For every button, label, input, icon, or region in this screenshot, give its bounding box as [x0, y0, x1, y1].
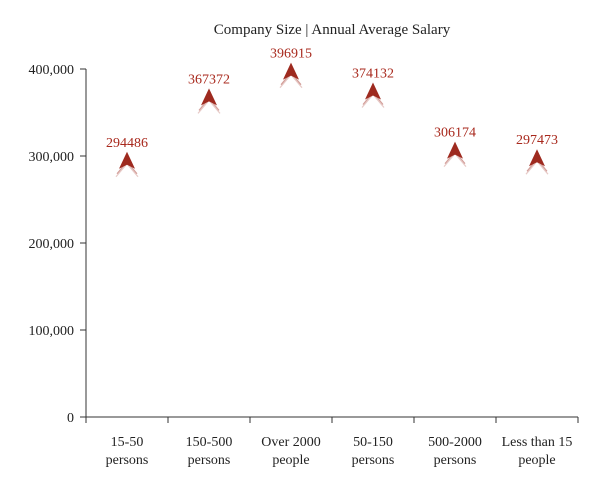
- x-tick-label: 150-500 persons: [186, 435, 233, 468]
- x-tick-label: Less than 15 people: [502, 435, 573, 468]
- y-tick-label: 300,000: [29, 150, 75, 165]
- data-point-marker: [197, 88, 221, 114]
- x-tick-label: 15-50 persons: [106, 435, 149, 468]
- x-tick-label-line: persons: [434, 453, 477, 468]
- x-tick-label: 500-2000 persons: [428, 435, 482, 468]
- x-tick-label-line: 50-150: [353, 435, 393, 450]
- marker-triangle: [283, 62, 299, 80]
- y-tick-label: 0: [67, 411, 74, 426]
- data-label: 374132: [352, 67, 394, 82]
- y-axis-ticks: 0 100,000 200,000 300,000 400,000: [29, 63, 86, 426]
- x-tick-label-line: people: [272, 453, 309, 468]
- marker-triangle: [201, 88, 217, 106]
- data-labels: 294486 367372 396915 374132 306174 297473: [106, 47, 558, 151]
- data-point-marker: [361, 82, 385, 108]
- marker-triangle: [119, 151, 135, 169]
- x-tick-label: 50-150 persons: [352, 435, 395, 468]
- x-tick-label: Over 2000 people: [261, 435, 321, 468]
- marker-triangle: [447, 141, 463, 159]
- data-label: 367372: [188, 72, 230, 87]
- data-markers: [115, 62, 549, 178]
- x-tick-label-line: persons: [106, 453, 149, 468]
- x-tick-label-line: 15-50: [111, 435, 144, 450]
- x-tick-label-line: Over 2000: [261, 435, 321, 450]
- marker-triangle: [365, 82, 381, 100]
- data-point-marker: [525, 149, 549, 175]
- data-label: 297473: [516, 133, 558, 148]
- chart-title: Company Size | Annual Average Salary: [214, 22, 451, 38]
- x-axis-ticks: 15-50 persons 150-500 persons Over 2000 peopl…: [85, 417, 579, 468]
- data-point-marker: [115, 151, 139, 178]
- data-label: 396915: [270, 47, 312, 62]
- x-tick-label-line: persons: [352, 453, 395, 468]
- y-tick-label: 400,000: [29, 63, 75, 78]
- data-label: 294486: [106, 136, 148, 151]
- marker-triangle: [529, 149, 545, 167]
- x-tick-label-line: 150-500: [186, 435, 233, 450]
- y-tick-label: 200,000: [29, 237, 75, 252]
- y-tick-label: 100,000: [29, 324, 75, 339]
- data-point-marker: [443, 141, 467, 168]
- x-tick-label-line: 500-2000: [428, 435, 482, 450]
- data-point-marker: [279, 62, 303, 89]
- data-label: 306174: [434, 126, 476, 141]
- x-tick-label-line: Less than 15: [502, 435, 573, 450]
- x-tick-label-line: people: [518, 453, 555, 468]
- x-tick-label-line: persons: [188, 453, 231, 468]
